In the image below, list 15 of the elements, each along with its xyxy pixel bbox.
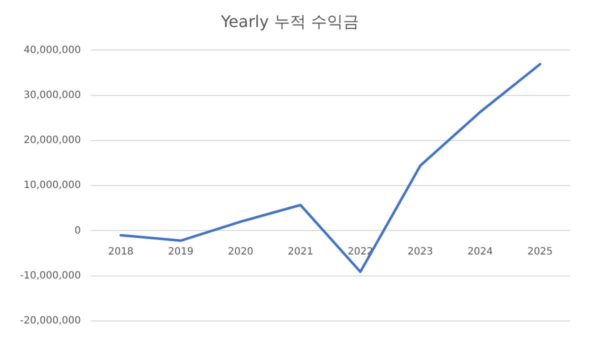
y-tick-label: -20,000,000	[20, 316, 81, 327]
y-tick-label: 30,000,000	[24, 90, 81, 101]
x-tick-label: 2024	[467, 246, 493, 258]
x-tick-label: 2018	[108, 246, 134, 258]
x-tick-label: 2021	[288, 246, 314, 258]
x-tick-label: 2020	[228, 246, 254, 258]
y-tick-label: -10,000,000	[20, 270, 81, 282]
x-tick-label: 2025	[527, 246, 553, 258]
y-tick-label: 10,000,000	[24, 180, 81, 192]
y-tick-label: 0	[74, 225, 81, 236]
chart-title: Yearly 누적 수익금	[220, 12, 359, 31]
x-tick-label: 2023	[408, 246, 433, 258]
x-tick-label: 2019	[168, 246, 194, 258]
y-tick-label: 40,000,000	[24, 44, 81, 56]
y-tick-label: 20,000,000	[24, 135, 81, 146]
